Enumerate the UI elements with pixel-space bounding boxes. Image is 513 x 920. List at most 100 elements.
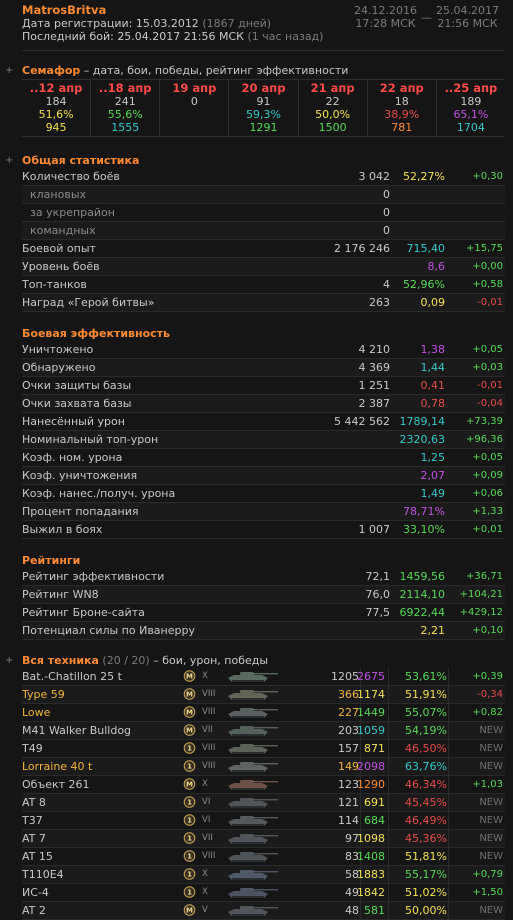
vehicle-row[interactable]: Lorraine 40 t 1 VIII 149 2098 63,76% NEW — [22, 758, 505, 776]
stat-average: 2320,63 — [399, 433, 446, 446]
column-divider — [388, 830, 389, 847]
vehicle-row[interactable]: Bat.-Chatillon 25 t M X 1205 2675 53,61% +0,39 — [22, 668, 505, 686]
stat-label: Очки захвата базы — [22, 397, 132, 410]
vehicle-row[interactable]: T110E4 1 X 58 1883 55,17% +0,79 — [22, 866, 505, 884]
vehicle-row[interactable]: Объект 261 M X 123 1290 46,34% +1,03 — [22, 776, 505, 794]
stat-row: Коэф. нанес./получ. урона 1,49 +0,06 — [22, 485, 505, 503]
stat-total: 3 042 — [358, 170, 391, 183]
range-to-time: 21:56 МСК — [437, 17, 498, 30]
stat-delta: +429,12 — [459, 607, 503, 618]
vehicle-winrate: 55,07% — [405, 706, 447, 719]
column-divider — [388, 884, 389, 901]
semaphore-day[interactable]: 20 апр 91 59,3% 1291 — [228, 80, 297, 136]
vehicle-row[interactable]: AT 8 1 VI 121 691 45,45% NEW — [22, 794, 505, 812]
last-date: 25.04.2017 21:56 МСК — [117, 30, 244, 43]
last-label: Последний бой: — [22, 30, 114, 43]
vehicle-name[interactable]: Bat.-Chatillon 25 t — [22, 670, 122, 683]
column-divider — [448, 794, 449, 811]
vehicle-row[interactable]: ИС-4 1 X 49 1842 51,02% +1,50 — [22, 884, 505, 902]
range-from-date: 24.12.2016 — [354, 4, 418, 17]
range-to-date: 25.04.2017 — [436, 4, 499, 17]
mastery-badge-icon: 1 — [183, 760, 196, 772]
vehicle-row[interactable]: AT 2 M V 48 581 50,00% NEW — [22, 902, 505, 920]
stat-row: Процент попадания 78,71% +1,33 — [22, 503, 505, 521]
semaphore-day[interactable]: ..18 апр 241 55,6% 1555 — [90, 80, 159, 136]
vehicle-row[interactable]: M41 Walker Bulldog M VII 203 1059 54,19% NEW — [22, 722, 505, 740]
tank-icon — [228, 744, 278, 754]
vehicle-name[interactable]: M41 Walker Bulldog — [22, 724, 132, 737]
semaphore-day[interactable]: ..12 апр 184 51,6% 945 — [22, 80, 90, 136]
general-section-title[interactable]: + Общая статистика — [0, 153, 513, 168]
vehicle-winrate: 51,91% — [405, 688, 447, 701]
vehicle-name[interactable]: AT 7 — [22, 832, 46, 845]
vehicle-row[interactable]: T37 1 VI 114 684 46,49% NEW — [22, 812, 505, 830]
vehicle-battles: 48 — [345, 904, 359, 917]
semaphore-day[interactable]: ..25 апр 189 65,1% 1704 — [435, 80, 505, 136]
player-name[interactable]: MatrosBritva — [22, 3, 107, 17]
tank-icon — [228, 870, 278, 880]
vehicle-name[interactable]: ИС-4 — [22, 886, 49, 899]
column-divider — [360, 902, 361, 919]
header-divider — [22, 50, 505, 51]
tank-icon — [228, 726, 278, 736]
stat-total: 0 — [383, 206, 390, 219]
stat-label: Коэф. нанес./получ. урона — [22, 487, 176, 500]
vehicle-name[interactable]: Type 59 — [22, 688, 65, 701]
vehicle-tier: VIII — [202, 743, 216, 753]
tank-icon — [228, 762, 278, 772]
vehicle-winrate: 45,36% — [405, 832, 447, 845]
expand-icon[interactable]: + — [5, 155, 14, 166]
stat-row: Рейтинг WN8 76,0 2114,10 +104,21 — [22, 586, 505, 604]
vehicle-name[interactable]: Lowe — [22, 706, 51, 719]
semaphore-section-title[interactable]: + Семафор – дата, бои, победы, рейтинг э… — [0, 63, 513, 78]
vehicle-name[interactable]: AT 8 — [22, 796, 46, 809]
vehicle-row[interactable]: Type 59 M VIII 366 1174 51,91% -0,34 — [22, 686, 505, 704]
expand-icon[interactable]: + — [5, 65, 14, 76]
semaphore-day[interactable]: 19 апр 0 — [159, 80, 228, 136]
vehicle-tier: X — [202, 887, 208, 897]
column-divider — [360, 758, 361, 775]
column-divider — [388, 722, 389, 739]
semaphore-battles: 184 — [45, 95, 67, 108]
ratings-section-title[interactable]: Рейтинги — [0, 553, 513, 568]
semaphore-winrate: 50,0% — [315, 108, 351, 121]
vehicle-row[interactable]: AT 7 1 VII 97 1098 45,36% NEW — [22, 830, 505, 848]
vehicle-row[interactable]: Lowe M VIII 227 1449 55,07% +0,82 — [22, 704, 505, 722]
stat-row: Нанесённый урон 5 442 562 1789,14 +73,39 — [22, 413, 505, 431]
semaphore-rating: 945 — [45, 121, 67, 134]
vehicle-name[interactable]: Объект 261 — [22, 778, 90, 791]
column-divider — [360, 794, 361, 811]
vehicle-name[interactable]: AT 2 — [22, 904, 46, 917]
column-divider — [448, 884, 449, 901]
column-divider — [448, 758, 449, 775]
vehicle-name[interactable]: Lorraine 40 t — [22, 760, 93, 773]
vehicle-tier: VIII — [202, 851, 216, 861]
vehicles-section-title[interactable]: + Вся техника (20 / 20) – бои, урон, поб… — [0, 653, 513, 668]
vehicle-row[interactable]: AT 15 1 VIII 83 1408 51,81% NEW — [22, 848, 505, 866]
vehicle-name[interactable]: AT 15 — [22, 850, 53, 863]
tank-icon — [228, 816, 278, 826]
svg-text:M: M — [186, 781, 193, 789]
stat-row: Боевой опыт 2 176 246 715,40 +15,75 — [22, 240, 505, 258]
vehicle-row[interactable]: T49 1 VIII 157 871 46,50% NEW — [22, 740, 505, 758]
column-divider — [388, 668, 389, 685]
semaphore-day[interactable]: 21 апр 22 50,0% 1500 — [297, 80, 367, 136]
vehicle-name[interactable]: T110E4 — [22, 868, 64, 881]
mastery-badge-icon: 1 — [183, 742, 196, 754]
vehicle-battles: 149 — [338, 760, 359, 773]
semaphore-day[interactable]: 22 апр 18 38,9% 781 — [366, 80, 436, 136]
battle-section-title[interactable]: Боевая эффективность — [0, 326, 513, 341]
stat-label: Очки защиты базы — [22, 379, 132, 392]
vehicle-name[interactable]: T37 — [22, 814, 43, 827]
vehicle-name[interactable]: T49 — [22, 742, 43, 755]
stat-delta: +73,39 — [465, 416, 503, 427]
stat-row: Номинальный топ-урон 2320,63 +96,36 — [22, 431, 505, 449]
vehicle-battles: 1205 — [331, 670, 359, 683]
vehicle-tier: X — [202, 779, 208, 789]
ratings-title: Рейтинги — [22, 554, 81, 567]
vehicle-tier: VIII — [202, 761, 216, 771]
vehicle-damage: 2098 — [357, 760, 385, 773]
svg-text:1: 1 — [187, 889, 192, 897]
semaphore-date: 20 апр — [241, 81, 286, 95]
expand-icon[interactable]: + — [5, 655, 14, 666]
